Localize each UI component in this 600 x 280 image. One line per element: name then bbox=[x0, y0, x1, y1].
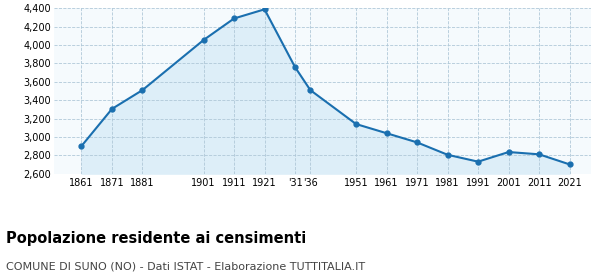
Text: COMUNE DI SUNO (NO) - Dati ISTAT - Elaborazione TUTTITALIA.IT: COMUNE DI SUNO (NO) - Dati ISTAT - Elabo… bbox=[6, 262, 365, 272]
Text: Popolazione residente ai censimenti: Popolazione residente ai censimenti bbox=[6, 231, 306, 246]
